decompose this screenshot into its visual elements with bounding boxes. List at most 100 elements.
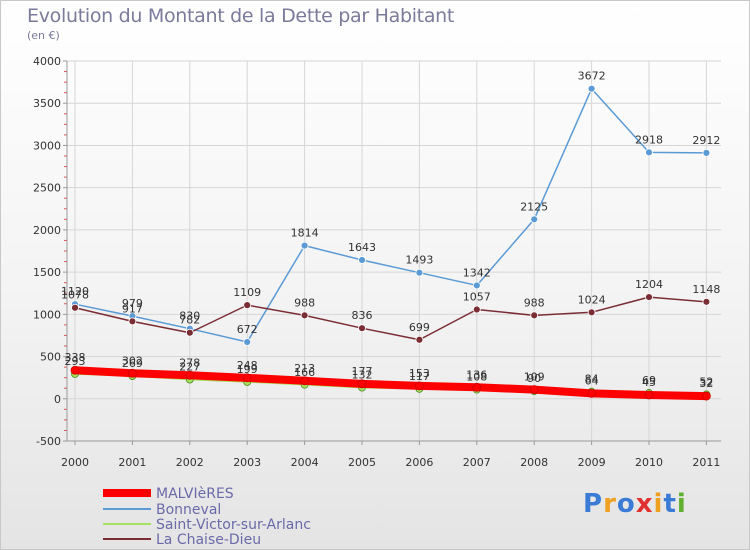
data-point	[702, 148, 711, 157]
logo-letter: P	[583, 489, 604, 519]
data-label: 248	[237, 359, 258, 372]
legend-label: MALVIèRES	[156, 486, 234, 502]
data-label: 199	[237, 363, 258, 376]
logo-letter: x	[635, 489, 654, 519]
x-tick-label: 2008	[520, 456, 548, 469]
y-tick-label: 3000	[33, 139, 61, 152]
data-label: 1204	[635, 278, 663, 291]
y-tick-label: 4000	[33, 55, 61, 68]
y-tick-label: 2500	[33, 182, 61, 195]
data-point	[472, 382, 482, 392]
data-label: 32	[699, 377, 713, 390]
series-line-0	[71, 366, 711, 401]
data-label: 836	[352, 309, 373, 322]
data-point	[70, 365, 80, 375]
data-point	[587, 388, 596, 398]
data-label: 84	[585, 373, 599, 386]
data-label: 278	[179, 356, 200, 369]
data-point	[127, 368, 137, 378]
data-point	[128, 317, 137, 326]
data-point	[358, 324, 366, 333]
x-tick-label: 2011	[692, 456, 720, 469]
legend-label: La Chaise-Dieu	[156, 532, 261, 548]
data-label: 1024	[578, 293, 606, 306]
data-label: 979	[122, 297, 143, 310]
chart-title: Evolution du Montant de la Dette par Hab…	[27, 5, 455, 27]
data-label: 45	[642, 376, 656, 389]
data-point	[472, 305, 481, 314]
data-label: 782	[179, 314, 200, 327]
x-tick-label: 2000	[61, 456, 89, 469]
data-point	[358, 256, 366, 264]
x-tick-label: 2005	[348, 456, 376, 469]
series-line-3	[74, 296, 708, 341]
data-label: 2125	[520, 200, 548, 213]
data-label: 166	[294, 366, 315, 379]
data-label: 3672	[578, 70, 606, 83]
data-label: 2918	[635, 133, 663, 146]
logo-letter: i	[676, 489, 687, 519]
data-label: 1078	[61, 289, 89, 302]
data-label: 672	[237, 323, 258, 336]
x-tick-label: 2002	[176, 456, 204, 469]
logo-letter: t	[663, 489, 677, 519]
series-lines	[70, 84, 711, 401]
x-tick-label: 2001	[118, 456, 146, 469]
y-tick-label: 0	[54, 393, 61, 406]
y-tick-label: -500	[36, 435, 61, 448]
data-point	[242, 373, 252, 383]
data-label: 136	[466, 368, 487, 381]
data-label: 269	[122, 357, 143, 370]
legend-label: Saint-Victor-sur-Arlanc	[156, 517, 311, 533]
data-label: 1814	[291, 227, 319, 240]
data-label: 1342	[463, 266, 491, 279]
x-tick-label: 2006	[405, 456, 433, 469]
data-point	[357, 379, 367, 389]
data-label: 177	[352, 365, 373, 378]
data-point	[415, 268, 424, 277]
data-label: 64	[585, 374, 599, 387]
data-point	[644, 390, 654, 400]
logo-letter: r	[603, 489, 617, 519]
data-label: 69	[642, 374, 656, 387]
data-label: 988	[524, 296, 545, 309]
legend-label: Bonneval	[156, 502, 221, 518]
data-label: 117	[409, 370, 430, 383]
data-point	[243, 338, 252, 346]
data-label: 1109	[233, 286, 261, 299]
data-label: 132	[352, 369, 373, 382]
data-label: 108	[466, 371, 487, 384]
data-point	[702, 391, 711, 401]
logo-letter: i	[653, 489, 664, 519]
x-tick-label: 2003	[233, 456, 261, 469]
data-point	[243, 301, 252, 310]
data-point	[300, 241, 309, 250]
data-label: 293	[65, 355, 86, 368]
y-tick-label: 1000	[33, 308, 61, 321]
data-point	[472, 281, 481, 290]
data-point	[71, 303, 79, 312]
data-point	[530, 215, 539, 224]
data-point	[415, 335, 424, 344]
y-tick-label: 3500	[33, 97, 61, 110]
data-label: 2912	[692, 134, 720, 147]
data-point	[185, 328, 194, 337]
data-label: 917	[122, 302, 143, 315]
data-label: 1493	[405, 254, 433, 267]
data-label: 338	[65, 351, 86, 364]
data-label: 1148	[692, 283, 720, 296]
data-point	[645, 293, 653, 302]
data-label: 1643	[348, 241, 376, 254]
data-label: 1120	[61, 285, 89, 298]
grid	[67, 60, 721, 442]
logo-letter: o	[616, 489, 636, 519]
data-point	[185, 370, 195, 380]
data-label: 52	[699, 375, 713, 388]
data-label: 227	[179, 361, 200, 374]
data-label: 109	[524, 371, 545, 384]
data-point	[645, 148, 653, 157]
data-labels: 1120 979 830 672 1814 1643 1493 1342 2125 3672 291…	[61, 70, 720, 390]
data-label: 699	[409, 321, 430, 334]
